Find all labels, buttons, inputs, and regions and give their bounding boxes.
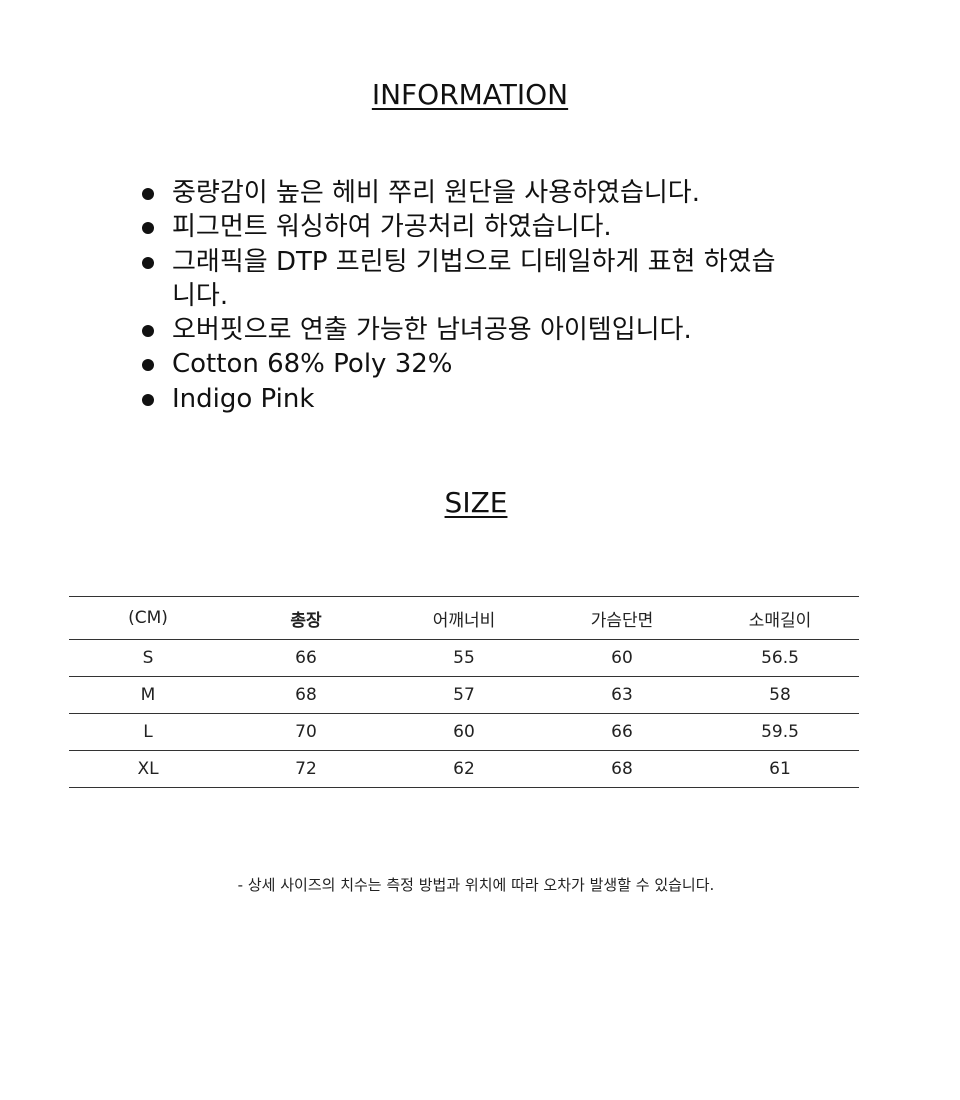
bullet-icon	[142, 256, 154, 269]
header-chest: 가슴단면	[543, 596, 701, 640]
table-cell: XL	[69, 750, 227, 788]
table-cell: S	[69, 639, 227, 677]
list-item: 중량감이 높은 헤비 쭈리 원단을 사용하였습니다.	[140, 176, 780, 210]
table-cell: 61	[701, 750, 859, 788]
table-cell: 68	[543, 750, 701, 788]
header-length: 총장	[227, 596, 385, 640]
table-cell: 62	[385, 750, 543, 788]
size-table: (CM) 총장 어깨너비 가슴단면 소매길이 S 66 55 60 56.5 M 68 57 6…	[69, 596, 859, 788]
table-row: L 70 60 66 59.5	[69, 713, 859, 751]
list-item: 오버핏으로 연출 가능한 남녀공용 아이템입니다.	[140, 313, 780, 347]
table-cell: 72	[227, 750, 385, 788]
table-cell: 59.5	[701, 713, 859, 751]
table-cell: 68	[227, 676, 385, 714]
table-cell: 66	[227, 639, 385, 677]
table-cell: 60	[385, 713, 543, 751]
list-item-text: 오버핏으로 연출 가능한 남녀공용 아이템입니다.	[172, 315, 692, 346]
bullet-icon	[142, 222, 154, 235]
size-title: SIZE	[444, 486, 508, 519]
list-item-text: 피그먼트 워싱하여 가공처리 하였습니다.	[172, 212, 612, 243]
table-cell: 63	[543, 676, 701, 714]
list-item: 그래픽을 DTP 프린팅 기법으로 디테일하게 표현 하였습니다.	[140, 245, 780, 314]
table-cell: 60	[543, 639, 701, 677]
bullet-icon	[142, 393, 154, 406]
list-item-text: 그래픽을 DTP 프린팅 기법으로 디테일하게 표현 하였습니다.	[172, 246, 776, 311]
information-list: 중량감이 높은 헤비 쭈리 원단을 사용하였습니다. 피그먼트 워싱하여 가공처…	[140, 176, 780, 416]
list-item: 피그먼트 워싱하여 가공처리 하였습니다.	[140, 210, 780, 244]
table-cell: 70	[227, 713, 385, 751]
table-row: M 68 57 63 58	[69, 676, 859, 714]
table-row: XL 72 62 68 61	[69, 750, 859, 788]
header-sleeve: 소매길이	[701, 596, 859, 640]
list-item-text: 중량감이 높은 헤비 쭈리 원단을 사용하였습니다.	[172, 178, 700, 208]
header-shoulder: 어깨너비	[385, 596, 543, 640]
table-row: S 66 55 60 56.5	[69, 639, 859, 677]
table-cell: M	[69, 676, 227, 714]
table-cell: 56.5	[701, 639, 859, 677]
information-title: INFORMATION	[371, 78, 569, 111]
table-cell: 58	[701, 676, 859, 714]
table-cell: 66	[543, 713, 701, 751]
table-header-row: (CM) 총장 어깨너비 가슴단면 소매길이	[69, 596, 859, 640]
size-note: - 상세 사이즈의 치수는 측정 방법과 위치에 따라 오차가 발생할 수 있습…	[237, 876, 715, 894]
list-item: Cotton 68% Poly 32%	[140, 347, 780, 381]
list-item: Indigo Pink	[140, 382, 780, 416]
table-cell: 55	[385, 639, 543, 677]
bullet-icon	[142, 188, 154, 200]
bullet-icon	[142, 325, 154, 338]
list-item-text: Cotton 68% Poly 32%	[172, 349, 453, 380]
bullet-icon	[142, 359, 154, 372]
list-item-text: Indigo Pink	[172, 383, 315, 414]
table-cell: 57	[385, 676, 543, 714]
table-cell: L	[69, 713, 227, 751]
header-unit: (CM)	[69, 596, 227, 640]
